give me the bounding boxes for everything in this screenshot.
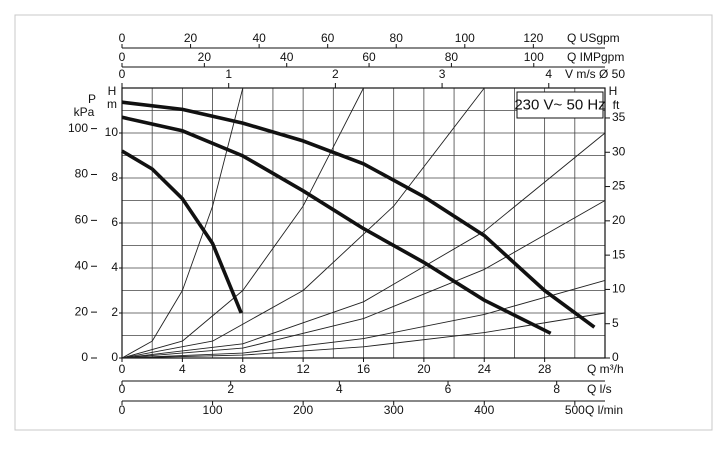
secondary-tick-label: 35 [612, 110, 626, 124]
x-tick-label: 12 [296, 362, 310, 376]
y-tick-label: 2 [111, 305, 118, 319]
secondary-tick-label: 6 [445, 382, 452, 396]
secondary-tick-label: 10 [612, 282, 626, 296]
secondary-tick-label: 120 [523, 31, 543, 45]
pump-curve [121, 115, 552, 335]
secondary-axis-label: V m/s Ø 50 [565, 67, 625, 81]
secondary-tick-label: 60 [321, 31, 335, 45]
secondary-axis-label: Q l/min [585, 403, 623, 417]
secondary-tick-label: 80 [445, 50, 459, 64]
x-tick-label: 28 [538, 362, 552, 376]
secondary-tick-label: 3 [439, 67, 446, 81]
x-tick-label: 20 [417, 362, 431, 376]
secondary-tick-label: 100 [203, 403, 223, 417]
y-label: H [108, 84, 117, 98]
annotation: 230 V~ 50 Hz [514, 96, 605, 113]
secondary-tick-label: 200 [293, 403, 313, 417]
secondary-tick-label: 300 [384, 403, 404, 417]
y-tick-label: 10 [105, 125, 119, 139]
secondary-tick-label: 15 [612, 247, 626, 261]
system-curve [121, 87, 244, 359]
secondary-axis-label: Q USgpm [567, 31, 620, 45]
x-label: Q m³/h [587, 362, 624, 376]
secondary-axis-label: P [88, 92, 96, 106]
secondary-tick-label: 0 [119, 382, 126, 396]
system-curve [121, 200, 606, 359]
y-tick-label: 6 [111, 215, 118, 229]
secondary-tick-label: 40 [252, 31, 266, 45]
secondary-tick-label: 1 [225, 67, 232, 81]
secondary-tick-label: 60 [362, 50, 376, 64]
secondary-tick-label: 2 [227, 382, 234, 396]
system-curve [121, 87, 364, 359]
secondary-tick-label: 25 [612, 179, 626, 193]
system-curve [121, 312, 606, 359]
secondary-tick-label: 5 [612, 316, 619, 330]
secondary-tick-label: 0 [119, 67, 126, 81]
secondary-tick-label: 100 [68, 121, 88, 135]
secondary-tick-label: 8 [553, 382, 560, 396]
secondary-tick-label: 40 [75, 258, 89, 272]
secondary-tick-label: 400 [474, 403, 494, 417]
secondary-tick-label: 20 [184, 31, 198, 45]
secondary-tick-label: 40 [280, 50, 294, 64]
pump-curve [121, 100, 596, 329]
y-tick-label: 4 [111, 260, 118, 274]
annotation-box [516, 91, 604, 119]
secondary-tick-label: 60 [75, 213, 89, 227]
secondary-axis-unit: kPa [74, 105, 95, 119]
secondary-tick-label: 100 [455, 31, 475, 45]
secondary-tick-label: 4 [545, 67, 552, 81]
y-tick-label: 0 [111, 350, 118, 364]
secondary-tick-label: 100 [524, 50, 544, 64]
y-tick-label: 8 [111, 170, 118, 184]
secondary-axis-label: H [609, 84, 618, 98]
secondary-tick-label: 0 [81, 350, 88, 364]
secondary-tick-label: 20 [612, 213, 626, 227]
secondary-tick-label: 20 [198, 50, 212, 64]
x-tick-label: 0 [119, 362, 126, 376]
x-tick-label: 4 [179, 362, 186, 376]
secondary-tick-label: 20 [75, 304, 89, 318]
system-curve [121, 87, 485, 359]
secondary-axis-label: Q l/s [587, 382, 612, 396]
secondary-axis-unit: ft [613, 98, 620, 112]
pump-curve [121, 149, 243, 314]
secondary-tick-label: 2 [332, 67, 339, 81]
secondary-tick-label: 0 [119, 50, 126, 64]
y-unit: m [107, 97, 117, 111]
secondary-tick-label: 4 [336, 382, 343, 396]
x-tick-label: 24 [478, 362, 492, 376]
x-tick-label: 16 [357, 362, 371, 376]
secondary-axis-label: Q IMPgpm [567, 50, 624, 64]
secondary-tick-label: 30 [612, 144, 626, 158]
secondary-tick-label: 500 [565, 403, 585, 417]
secondary-tick-label: 80 [75, 167, 89, 181]
secondary-tick-label: 80 [390, 31, 404, 45]
secondary-tick-label: 0 [119, 31, 126, 45]
x-tick-label: 8 [239, 362, 246, 376]
system-curve [121, 132, 606, 359]
secondary-tick-label: 0 [612, 350, 619, 364]
system-curve [121, 279, 606, 359]
secondary-tick-label: 0 [119, 403, 126, 417]
